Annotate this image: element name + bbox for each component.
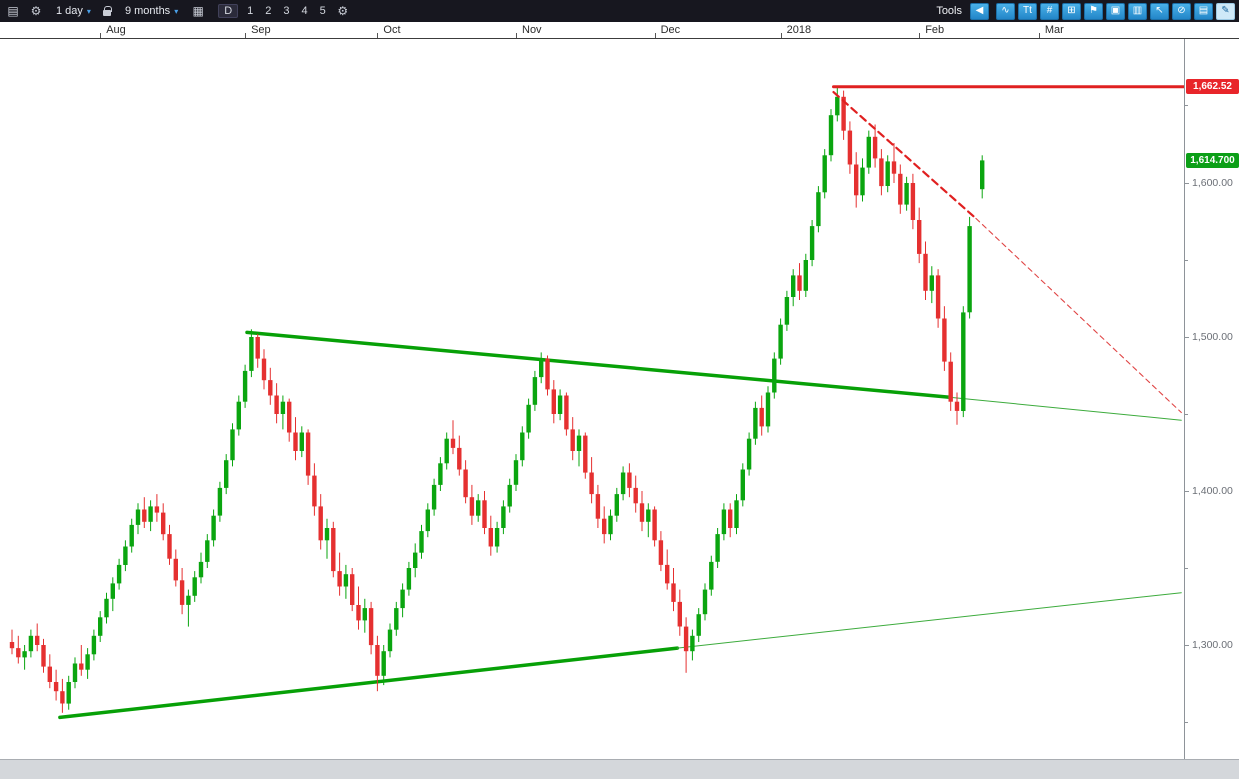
month-tick [245,33,247,38]
tools-label: Tools [936,5,962,17]
month-label: Feb [925,24,945,36]
undo-icon[interactable]: ◀ [970,2,989,20]
price-axis-label: 1,500.00 [1192,331,1233,343]
month-tick [377,33,379,38]
month-tick [919,33,921,38]
layout-windows-icon[interactable]: ▣ [1106,2,1125,20]
price-tick [1185,182,1189,184]
chevron-down-icon: ▾ [86,6,91,16]
print-icon[interactable]: ▤ [1194,2,1213,20]
month-tick [654,33,656,38]
price-badge-high: 1,662.52 [1186,79,1239,95]
month-tick [516,33,517,38]
price-tick [1185,644,1189,646]
month-label: Mar [1044,24,1064,36]
chart-area: 1,600.00 1,500.00 1,400.00 1,300.00 1,662.52… [0,39,1239,759]
price-axis-label: 1,600.00 [1192,177,1233,189]
range-dropdown[interactable]: 9 months ▾ [119,4,184,18]
price-tick [1185,721,1188,723]
month-tick [1038,33,1040,38]
tools-group: Tools ◀ ∿ Tt # ⊞ ⚑ ▣ ▥ ↖ ⊘ ▤ ✎ [936,2,1235,20]
price-tick [1185,567,1188,569]
month-tick [780,33,782,38]
time-axis[interactable]: Aug Sep Oct Nov Dec 2018 Feb Mar [0,22,1239,39]
price-tick [1185,259,1188,261]
erase-tool-icon[interactable]: ⊘ [1172,2,1191,20]
lock-icon[interactable] [102,6,112,16]
candlestick-plot[interactable] [0,39,1184,759]
month-label: 2018 [786,24,812,36]
price-tick [1185,490,1189,492]
bottom-scrollbar[interactable] [0,759,1239,779]
price-axis-label: 1,300.00 [1192,639,1233,652]
price-tick [1185,105,1188,107]
month-label: Dec [660,24,681,36]
draw-tool-icon[interactable]: ✎ [1216,2,1235,20]
period-button-5[interactable]: 5 [319,5,326,17]
month-tick [100,33,102,38]
text-tool-icon[interactable]: Tt [1018,2,1037,20]
month-label: Sep [251,24,271,36]
flag-tool-icon[interactable]: ⚑ [1084,2,1103,20]
chevron-down-icon: ▾ [174,6,179,16]
cursor-tool-icon[interactable]: ↖ [1150,2,1169,20]
price-axis[interactable]: 1,600.00 1,500.00 1,400.00 1,300.00 1,662.52… [1184,39,1239,759]
measure-tool-icon[interactable]: ⊞ [1062,2,1081,20]
month-label: Nov [522,24,542,36]
month-label: Oct [383,24,401,36]
grid-tool-icon[interactable]: # [1040,2,1059,20]
period-button-4[interactable]: 4 [301,5,308,17]
tool-tiles: ◀ ∿ Tt # ⊞ ⚑ ▣ ▥ ↖ ⊘ ▤ ✎ [970,2,1235,20]
chart-settings-gear-icon[interactable]: ⚙ [30,4,42,18]
period-button-3[interactable]: 3 [283,5,290,17]
month-label: Aug [106,24,126,36]
period-button-D[interactable]: D [218,4,239,18]
price-tick [1185,336,1189,338]
calendar-icon[interactable]: ▦ [192,4,204,18]
pattern-tool-icon[interactable]: ▥ [1128,2,1147,20]
period-button-2[interactable]: 2 [265,5,272,17]
price-tick [1185,413,1188,415]
trendline-tool-icon[interactable]: ∿ [996,2,1015,20]
period-button-1[interactable]: 1 [247,5,254,17]
notes-icon[interactable]: ▤ [7,4,19,18]
interval-dropdown[interactable]: 1 day ▾ [50,4,97,18]
current-price-badge: 1,614.700 [1186,152,1239,168]
interval-value: 1 day [56,5,83,17]
range-value: 9 months [124,5,171,17]
period-settings-gear-icon[interactable]: ⚙ [337,4,349,18]
price-axis-label: 1,400.00 [1192,485,1233,498]
